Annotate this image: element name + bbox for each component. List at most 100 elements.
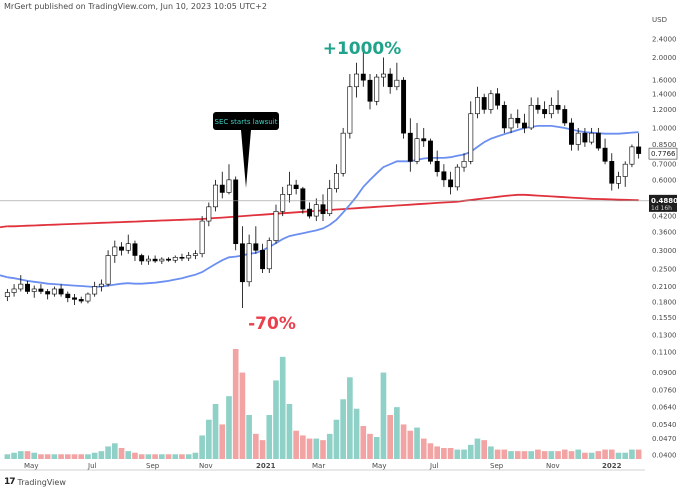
candlesticks xyxy=(4,52,642,308)
candle xyxy=(4,288,10,302)
candle xyxy=(125,234,131,254)
candle-body xyxy=(51,288,57,295)
candle-body xyxy=(65,293,71,299)
candle-body xyxy=(166,258,171,261)
volume-bar xyxy=(165,454,172,459)
candle xyxy=(98,279,104,292)
volume-bar xyxy=(58,454,64,459)
candle-body xyxy=(340,132,346,174)
candle-body xyxy=(488,93,494,110)
volume-bar xyxy=(64,454,71,459)
candle-body xyxy=(45,291,51,295)
y-tick-label: 0.3000 xyxy=(652,247,677,255)
candle-body xyxy=(145,258,151,262)
volume-bar xyxy=(494,449,501,459)
candle-body xyxy=(528,104,534,129)
volume-bar xyxy=(629,449,635,459)
candle-body xyxy=(152,258,158,262)
candle xyxy=(199,216,205,258)
volume-bar xyxy=(561,449,568,459)
candle xyxy=(246,234,252,287)
candle xyxy=(461,153,467,172)
y-tick-label: 0.1550 xyxy=(652,314,677,322)
loss-label: -70% xyxy=(248,314,296,334)
volume-bar xyxy=(17,451,24,459)
volume-bar xyxy=(132,452,138,459)
candle xyxy=(152,255,158,263)
candle-body xyxy=(401,79,407,134)
candle xyxy=(266,237,272,273)
volume-bar xyxy=(246,415,252,459)
candle-body xyxy=(414,138,420,162)
candle xyxy=(11,284,17,297)
y-tick-label: 2.0000 xyxy=(652,54,677,62)
candle-body xyxy=(246,243,252,283)
volume-bar xyxy=(31,452,38,459)
candle xyxy=(569,118,574,151)
volume-bar xyxy=(380,372,387,459)
candle-body xyxy=(233,179,239,245)
candle-body xyxy=(481,97,487,110)
y-tick-label: 0.4200 xyxy=(652,213,677,221)
crosshair-price-value: 0.4880 xyxy=(651,197,678,205)
y-tick-label: 1.2000 xyxy=(652,106,677,114)
gain-label: +1000% xyxy=(323,39,402,59)
volume-bar xyxy=(508,451,514,459)
candle-body xyxy=(548,104,554,115)
candle-body xyxy=(273,211,279,241)
candle xyxy=(51,286,57,297)
candle xyxy=(45,288,51,300)
candle-body xyxy=(300,188,306,210)
candle-body xyxy=(85,293,91,302)
candle xyxy=(354,62,360,98)
volume-bar xyxy=(78,454,85,459)
volume-bar xyxy=(4,454,11,459)
time-axis: May Jul Sep Nov 2021 Mar May Jul Sep Nov 2022 xyxy=(0,462,645,471)
candle xyxy=(18,275,24,292)
candle xyxy=(528,97,534,131)
candle-body xyxy=(320,204,326,215)
candle-body xyxy=(333,172,339,189)
candle-body xyxy=(199,220,205,255)
volume-bar xyxy=(179,454,185,459)
volume-bar xyxy=(320,440,326,459)
y-tick-label: 0.7000 xyxy=(652,161,677,169)
candle xyxy=(347,74,353,139)
candle-body xyxy=(159,258,165,262)
candle-body xyxy=(501,104,507,129)
volume-bar xyxy=(394,407,400,459)
candle-body xyxy=(562,109,568,124)
candle-body xyxy=(555,104,561,110)
candle xyxy=(206,202,212,227)
candle xyxy=(286,171,292,203)
volume-bar xyxy=(253,433,259,459)
candle xyxy=(622,161,628,187)
volume-bar xyxy=(420,438,427,459)
volume-bar xyxy=(91,452,98,459)
volume-bar xyxy=(226,396,232,459)
x-tick-label: 2021 xyxy=(256,462,276,470)
volume-bar xyxy=(467,444,474,459)
volume-bar xyxy=(608,449,615,459)
volume-bar xyxy=(51,454,58,459)
tradingview-logo[interactable]: 17 TradingView xyxy=(4,477,66,487)
volume-bar xyxy=(481,440,487,459)
candle-body xyxy=(636,146,642,154)
candle-body xyxy=(448,179,454,188)
candle xyxy=(434,150,440,177)
volume-bar xyxy=(461,449,467,459)
x-tick-label: Nov xyxy=(546,462,560,470)
candle-body xyxy=(206,206,212,222)
x-tick-label: Nov xyxy=(199,462,213,470)
candle-body xyxy=(515,117,521,124)
ma-slow-line-start xyxy=(0,225,8,229)
candle xyxy=(233,176,239,251)
candle-body xyxy=(38,288,44,292)
volume-bar xyxy=(111,443,118,459)
y-tick-label: 1.6000 xyxy=(652,77,677,85)
candle xyxy=(119,242,124,256)
candle-body xyxy=(11,288,17,293)
x-tick-label: Sep xyxy=(146,462,160,470)
candle xyxy=(159,257,165,265)
